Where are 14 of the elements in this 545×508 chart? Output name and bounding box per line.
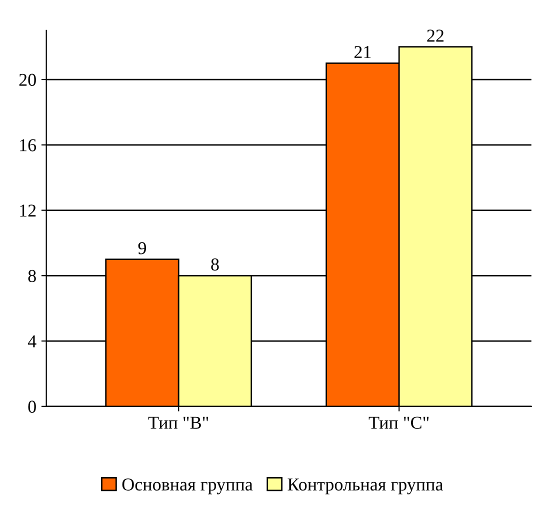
legend-label: Основная группа xyxy=(122,478,253,494)
y-tick-label: 4 xyxy=(28,335,36,348)
y-tick-label: 12 xyxy=(20,204,36,217)
y-tick-label: 16 xyxy=(20,139,36,152)
data-label: 8 xyxy=(211,258,219,271)
x-tick-label: Тип "B" xyxy=(148,416,208,429)
legend-label: Контрольная группа xyxy=(288,478,444,494)
y-tick-label: 0 xyxy=(28,400,36,413)
y-tick-label: 8 xyxy=(28,270,36,282)
x-tick-label: Тип "C" xyxy=(368,416,429,429)
data-label: 22 xyxy=(427,30,444,42)
data-label: 21 xyxy=(354,46,371,58)
data-label: 9 xyxy=(138,242,146,254)
y-tick-label: 20 xyxy=(19,74,36,86)
